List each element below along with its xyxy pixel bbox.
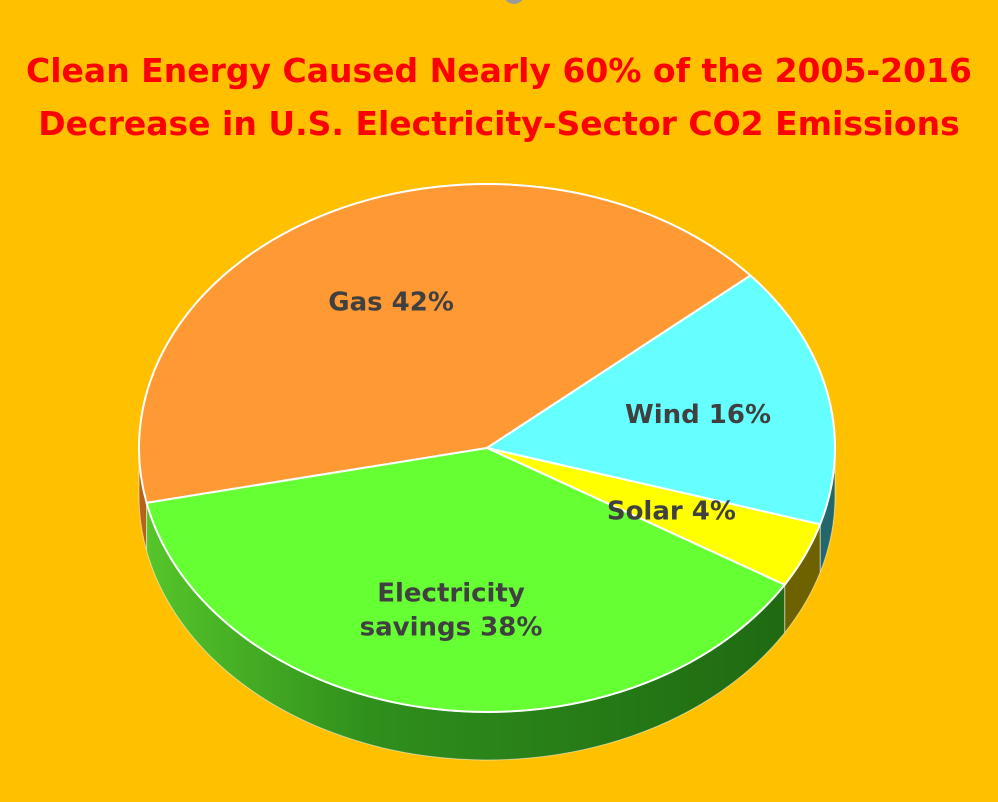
top-scroll-knob (503, 0, 525, 4)
pie-label-wind: Wind 16% (625, 400, 771, 430)
chart-title: Clean Energy Caused Nearly 60% of the 20… (0, 44, 998, 150)
pie-label-solar: Solar 4% (607, 496, 736, 526)
pie-labels: Gas 42% Wind 16% Solar 4% Electricity saving… (328, 287, 771, 642)
chart-title-line-1: Clean Energy Caused Nearly 60% of the 20… (26, 51, 972, 90)
pie-label-electricity-savings: Electricity savings 38% (360, 578, 543, 642)
pie-rim (138, 183, 836, 713)
chart-title-line-2: Decrease in U.S. Electricity-Sector CO2 … (38, 104, 960, 143)
pie-label-gas: Gas 42% (328, 287, 454, 317)
pie-slices (138, 183, 836, 713)
